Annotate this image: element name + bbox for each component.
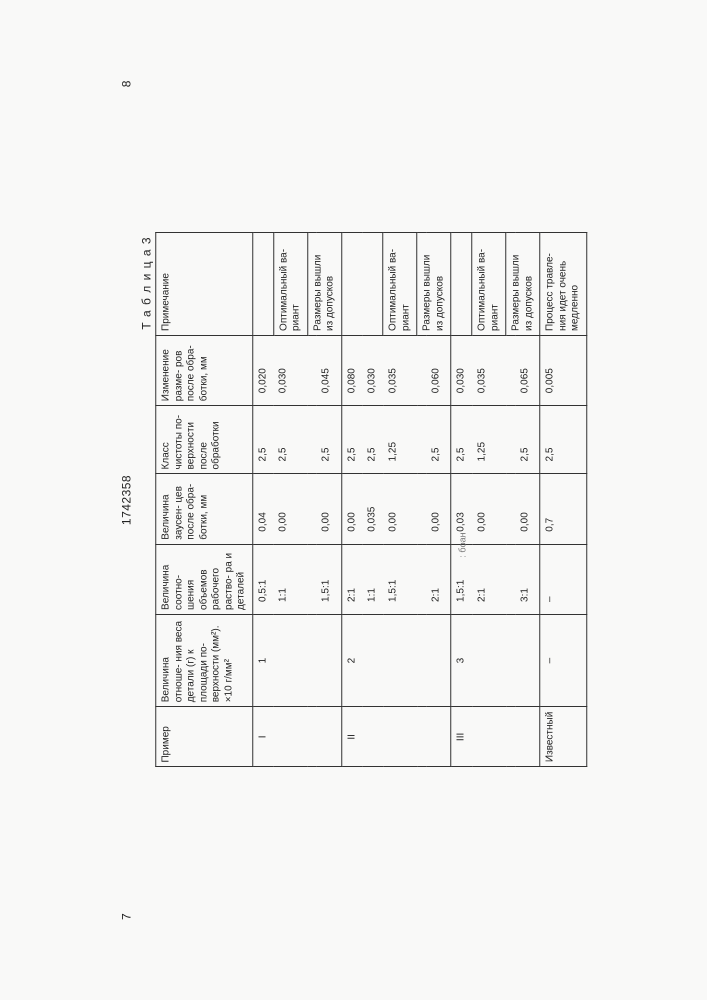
cell-izm: 0,035 (472, 335, 506, 405)
cell-klass: 2,5 (540, 406, 587, 474)
col-zaus: Величина заусен- цев после обра- ботки, … (156, 474, 253, 544)
cell-izm: 0,030 (273, 335, 307, 405)
col-prim: Примечание (156, 233, 253, 335)
cell-otnosh: 3 (451, 614, 540, 706)
col-otnosh: Величина отноше- ния веса детали (г) к п… (156, 614, 253, 706)
cell-klass: 2,5 (362, 406, 383, 474)
cell-vol: 2:1 (341, 544, 362, 614)
cell-primer: II (341, 707, 451, 767)
cell-zaus (417, 474, 426, 544)
cell-vol: 2:1 (426, 544, 451, 614)
table-row: II22:10,002,50,080 (341, 233, 362, 767)
cell-izm: 0,065 (515, 335, 540, 405)
cell-zaus: 0,00 (515, 474, 540, 544)
cell-izm: 0,030 (451, 335, 472, 405)
cell-vol (506, 544, 515, 614)
cell-zaus: 0,00 (341, 474, 362, 544)
cell-note: Размеры вышли из допусков (506, 233, 540, 335)
cell-izm: 0,020 (252, 335, 273, 405)
cell-vol: 1:1 (362, 544, 383, 614)
col-primer: Пример (156, 707, 253, 767)
cell-klass (417, 406, 426, 474)
cell-note: Размеры вышли из допусков (417, 233, 451, 335)
cell-vol: 3:1 (515, 544, 540, 614)
cell-note: Процесс травле- ния идет очень медленно (540, 233, 587, 335)
col-izm: Изменение разме- ров после обра- ботки, … (156, 335, 253, 405)
cell-primer: III (451, 707, 540, 767)
cell-note (341, 233, 383, 335)
cell-zaus: 0,035 (362, 474, 383, 544)
cell-vol: 0,5:1 (252, 544, 273, 614)
cell-vol: – (540, 544, 587, 614)
table-label: Т а б л и ц а 3 (139, 229, 155, 772)
cell-otnosh: – (540, 614, 587, 706)
table-row: I10,5:10,042,50,020 (252, 233, 273, 767)
cell-klass: 2,5 (341, 406, 362, 474)
cell-vol: 1,5:1 (383, 544, 417, 614)
cell-zaus (506, 474, 515, 544)
col-vol: Величина соотно- шения объемов рабочего … (156, 544, 253, 614)
cell-vol: 2:1 (472, 544, 506, 614)
col-klass: Класс чистоты по- верхности после обрабо… (156, 406, 253, 474)
cell-zaus: 0,00 (426, 474, 451, 544)
cell-note (451, 233, 472, 335)
cell-note: Оптимальный ва- риант (383, 233, 417, 335)
cell-klass: 2,5 (515, 406, 540, 474)
cell-klass (506, 406, 515, 474)
page-number-right: 8 (119, 80, 133, 87)
cell-klass: 2,5 (273, 406, 307, 474)
cell-otnosh: 1 (252, 614, 341, 706)
cell-klass: 2,5 (317, 406, 342, 474)
cell-zaus: 0,7 (540, 474, 587, 544)
table-row: III31,5:10,032,50,030 (451, 233, 472, 767)
cell-note: Оптимальный ва- риант (472, 233, 506, 335)
cell-zaus: 0,00 (317, 474, 342, 544)
cell-note: Оптимальный ва- риант (273, 233, 307, 335)
cell-vol (417, 544, 426, 614)
cell-izm (506, 335, 515, 405)
cell-izm: 0,045 (317, 335, 342, 405)
cell-klass: 1,25 (383, 406, 417, 474)
cell-izm: 0,080 (341, 335, 362, 405)
cell-izm: 0,030 (362, 335, 383, 405)
cell-klass: 2,5 (451, 406, 472, 474)
table-header-row: Пример Величина отноше- ния веса детали … (156, 233, 253, 767)
page-header: 7 1742358 8 (119, 60, 139, 940)
cell-izm: 0,060 (426, 335, 451, 405)
print-artifact: : боан (458, 532, 468, 557)
cell-zaus: 0,00 (383, 474, 417, 544)
cell-izm (307, 335, 316, 405)
document-number: 1742358 (119, 475, 133, 525)
cell-otnosh: 2 (341, 614, 451, 706)
cell-klass: 2,5 (426, 406, 451, 474)
cell-note (252, 233, 273, 335)
cell-primer: Известный (540, 707, 587, 767)
page-number-left: 7 (119, 913, 133, 920)
cell-izm: 0,005 (540, 335, 587, 405)
cell-vol: 1,5:1 (317, 544, 342, 614)
cell-vol: 1:1 (273, 544, 307, 614)
cell-klass: 2,5 (252, 406, 273, 474)
data-table: Пример Величина отноше- ния веса детали … (155, 233, 587, 768)
cell-note: Размеры вышли из допусков (307, 233, 341, 335)
cell-zaus: 0,04 (252, 474, 273, 544)
cell-izm (417, 335, 426, 405)
cell-zaus: 0,00 (472, 474, 506, 544)
cell-izm: 0,035 (383, 335, 417, 405)
table-row: Известный––0,72,50,005Процесс травле- ни… (540, 233, 587, 767)
cell-zaus: 0,00 (273, 474, 307, 544)
cell-primer: I (252, 707, 341, 767)
cell-klass: 1,25 (472, 406, 506, 474)
cell-zaus (307, 474, 316, 544)
cell-klass (307, 406, 316, 474)
cell-vol (307, 544, 316, 614)
